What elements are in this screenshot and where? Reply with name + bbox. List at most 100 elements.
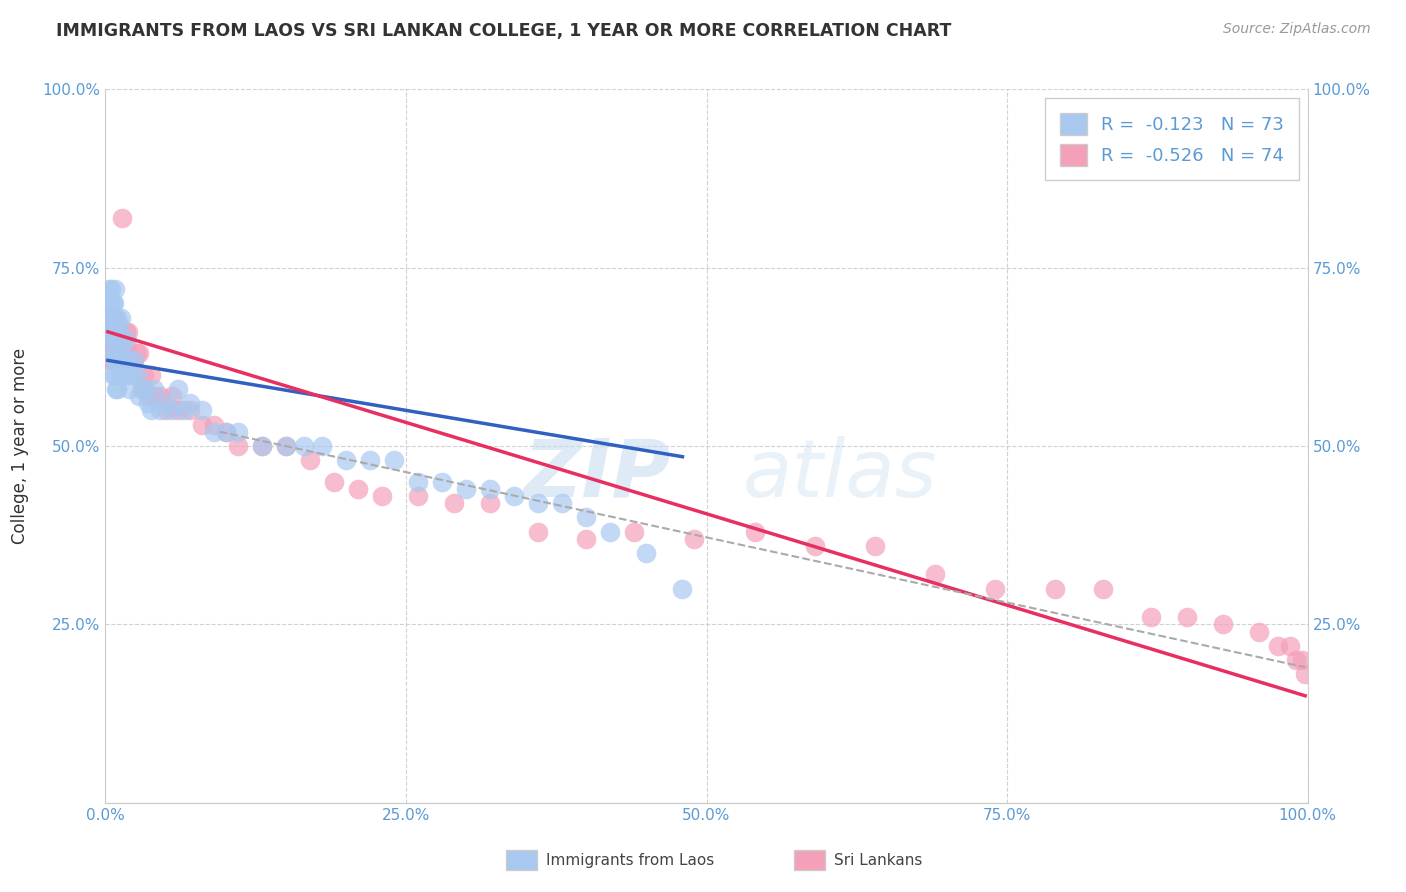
Point [125,346,148,360]
Legend: R =  -0.123   N = 73, R =  -0.526   N = 74: R = -0.123 N = 73, R = -0.526 N = 74 [1045,98,1299,180]
Point [527,496,550,510]
Point [1278,639,1301,653]
Point [599,524,621,539]
Point [100,282,122,296]
Point [1175,610,1198,624]
Point [108,368,131,382]
Point [110,353,132,368]
Y-axis label: College, 1 year or more: College, 1 year or more [11,348,28,544]
Point [371,489,394,503]
Point [139,368,162,382]
Point [136,396,159,410]
Point [107,346,129,360]
Point [274,439,297,453]
Point [136,389,159,403]
Point [98,318,121,332]
Point [1092,582,1115,596]
Point [124,353,146,368]
Point [107,310,129,325]
Point [103,346,125,360]
Point [274,439,297,453]
Point [107,332,129,346]
Point [142,389,165,403]
Point [103,325,125,339]
Text: atlas: atlas [742,435,938,514]
Text: Sri Lankans: Sri Lankans [834,854,922,868]
Point [101,332,124,346]
Point [97,353,120,368]
Point [527,524,550,539]
Point [104,339,127,353]
Point [190,417,212,432]
Point [683,532,706,546]
Point [103,353,125,368]
Point [984,582,1007,596]
Point [155,396,177,410]
Point [1212,617,1234,632]
Point [479,496,502,510]
Point [112,332,135,346]
Point [148,403,170,417]
Point [139,403,162,417]
Point [160,403,183,417]
Point [406,489,429,503]
Point [121,353,143,368]
Point [1043,582,1066,596]
Point [1140,610,1163,624]
Point [430,475,453,489]
Point [131,382,153,396]
Point [101,296,124,310]
Point [155,403,177,417]
Point [112,368,135,382]
Point [105,346,128,360]
Point [359,453,381,467]
Point [118,353,141,368]
Point [335,453,357,467]
Point [173,403,195,417]
Point [636,546,658,560]
Point [98,325,121,339]
Point [226,439,249,453]
Point [107,353,129,368]
Point [115,325,138,339]
Point [114,353,136,368]
Point [503,489,526,503]
Point [104,282,127,296]
Point [179,403,201,417]
Point [131,382,153,396]
Point [443,496,465,510]
Point [1284,653,1306,667]
Point [121,368,143,382]
Point [117,325,139,339]
Point [98,346,121,360]
Point [311,439,333,453]
Point [124,353,146,368]
Point [575,532,598,546]
Point [115,368,138,382]
Point [292,439,315,453]
Point [134,382,156,396]
Point [166,382,188,396]
Point [744,524,766,539]
Point [575,510,598,524]
Point [107,318,129,332]
Point [101,318,124,332]
Point [98,332,121,346]
Text: ZIP: ZIP [523,435,671,514]
Point [100,310,122,325]
Point [114,346,136,360]
Point [128,346,150,360]
Point [104,346,127,360]
Point [108,332,131,346]
Point [125,368,148,382]
Point [226,425,249,439]
Point [115,332,138,346]
Point [101,353,124,368]
Point [179,396,201,410]
Point [479,482,502,496]
Point [214,425,236,439]
Point [108,332,131,346]
Point [100,332,122,346]
Point [1291,653,1313,667]
Point [382,453,405,467]
